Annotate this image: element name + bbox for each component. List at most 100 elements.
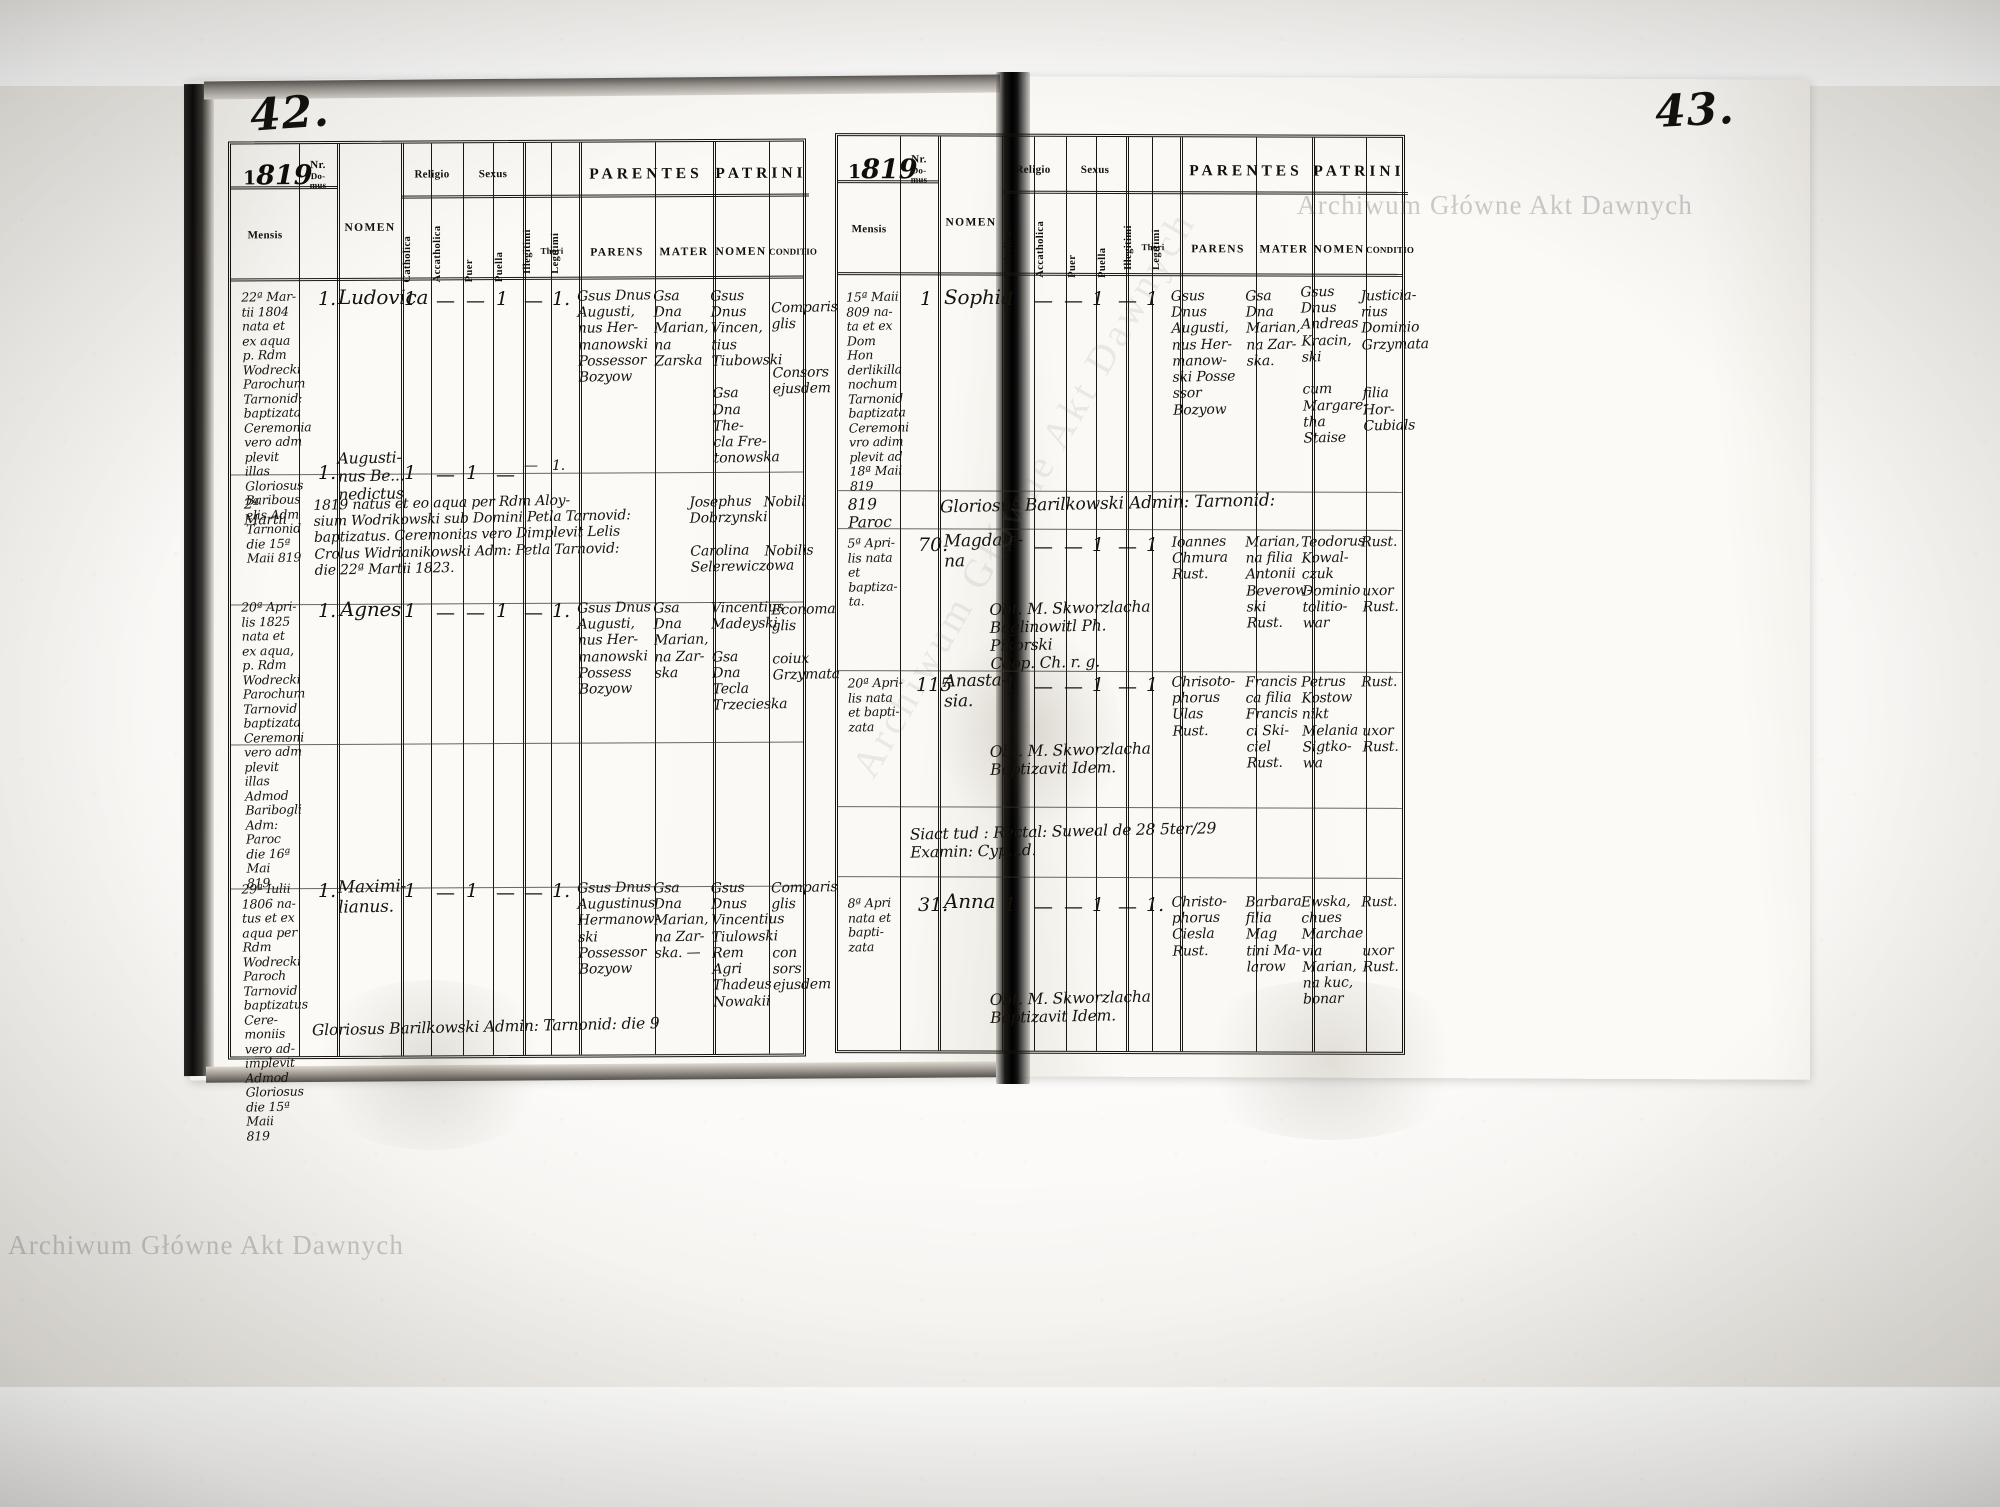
folio-number-right: 43. [1653,82,1736,139]
entry-legitimi: 1 [1146,288,1159,310]
entry-illegitimi: — [524,602,543,624]
entry-catholica: 1 [1004,894,1017,916]
header-conditio: CONDITIO [769,246,818,257]
entry-mater: Barbara filia Mag tini Ma- larow [1245,893,1302,976]
entry-parens: Christo- phorus Ciesla Rust. [1171,893,1227,960]
entry-puer: — [1064,290,1083,312]
entry-patrinus-nomen: Petrus Kostow nikt Melania Sigtko- wa [1300,673,1359,772]
entry-puella: 1 [1092,894,1105,916]
entry-accatholica: — [436,290,455,312]
entry-catholica: 1 [404,880,417,902]
header-thori: Thori [1141,242,1165,253]
header-nomen: NOMEN [945,216,997,229]
entry-patrinus-nomen: Josephus Dobrzynski Carolina Selerewiczo… [689,493,795,576]
header-accatholica: Accatholica [1034,220,1046,278]
entry-mater: Gsa Dna Marian, na Zar- ska. — [653,880,709,962]
entry-conditio: Nobili Nobilis [763,493,814,560]
entry-parens: Gsus Dnus Augusti, nus Her- manowski Pos… [576,599,651,698]
header-religio: Religio [1015,163,1051,176]
entry-puella: 1 [496,600,509,622]
entry-house: 31. [918,894,949,916]
header-sexus: Sexus [478,168,508,181]
entry-mater: Francis ca filia Francis ci Ski- ciel Ru… [1244,673,1298,772]
entry-legitimi: 1 [1146,674,1159,696]
entry-mater: Gsa Dna Marian, na Zar- ska. [1245,288,1301,370]
entry-illegitimi: — [524,290,543,312]
entry-puella: 1 [1092,534,1105,556]
entry-puella: 1 [1092,288,1105,310]
entry-name: Sophia [944,285,1013,309]
entry-conditio: Justicia- rius Dominio Grzymata filia Ho… [1360,287,1429,435]
entry-catholica: 1 [404,462,417,484]
entry-month: 5ª Apri- lis nata et baptiza- ta. [847,534,898,609]
entry-accatholica: — [1034,536,1053,558]
header-nomen: NOMEN [344,221,396,234]
entry-accatholica: — [1034,676,1053,698]
header-puella: Puella [1096,247,1108,278]
entry-legitimi: 1. [552,288,571,310]
entry-mater: Gsa Dna Marian, na Zar- ska [653,600,709,682]
entry-conditio: Rust. uxor Rust. [1361,673,1399,756]
entry-parens: Gsus Dnus Augusti, nus Her- manow- ski P… [1170,288,1236,419]
entry-illegitimi: — [1118,896,1137,918]
entry-legitimi: 1. [1146,894,1165,916]
header-parens: PARENS [590,246,644,259]
header-mensis: Mensis [851,223,887,236]
entry-patrinus-nomen: Gsus Dnus Andreas Kracin, ski cum Margar… [1300,283,1368,447]
header-catholica: Catholica [401,235,413,283]
entry-month: 20ª Apri- lis nata et bapti- zata [847,674,903,735]
entry-note-left: 2ª Martii [243,496,288,529]
header-house-number: Nr. Do- mus [910,153,928,185]
entry-puella: 1 [1092,674,1105,696]
entry-accatholica: — [436,464,455,486]
entry-parens: Chrisoto- phorus Ulas Rust. [1171,673,1236,740]
entry-puer: 1 [466,880,479,902]
header-mater: MATER [1259,243,1309,256]
header-religio: Religio [414,168,450,181]
entry-house: 70. [918,534,949,556]
entry-house: 1 [920,288,933,310]
entry-house: 1. [318,880,337,902]
entry-legitimi: 1 [1146,534,1159,556]
open-book [184,72,1810,1084]
header-patrini-nomen: NOMEN [715,245,767,258]
entry-note: Obt. M. Skworzlacha Baglinowitl Ph. Piko… [989,597,1151,673]
entry-mater: Gsa Dna Marian, na Zarska [653,288,709,370]
entry-annot-left: 819 Paroc [847,495,892,532]
entry-catholica: 1 [404,600,417,622]
header-catholica: Catholica [1002,230,1014,278]
entry-legitimi: 1. [552,600,571,622]
header-mater: MATER [659,245,709,259]
entry-accatholica: — [436,602,455,624]
entry-parens: Ioannes Chmura Rust. [1171,533,1229,584]
entry-conditio: Comparis glis Consors ejusdem [770,299,838,398]
entry-name: Anna [944,889,996,913]
entry-puer: — [466,290,485,312]
entry-name: Maximi- lianus. [337,876,407,918]
entry-puer: 1 [466,462,479,484]
entry-puer: — [1064,536,1083,558]
entry-puer: — [1064,896,1083,918]
entry-note-body: 1819 natus et eo aqua per Rdm Aloy- sium… [313,492,631,579]
header-puella: Puella [493,251,505,283]
folio-number-left: 42. [248,85,332,142]
entry-note: Obt. M. Skworzlacha Baptizavit Idem. [989,987,1151,1027]
entry-note: Obt. M. Skworzlacha Baptizavit Idem. [989,739,1151,779]
header-patrini: PATRINI [715,164,807,182]
entry-house: 1. [318,600,337,622]
entry-name: Ludovica [338,285,429,309]
entry-conditio: Rust. uxor Rust. [1361,533,1399,616]
entry-conditio: Comparis glis con sors ejusdem [770,879,838,994]
header-parentes: PARENTES [1189,162,1303,180]
entry-parens: Gsus Dnus Augustinus Hermanow- ski Posse… [576,879,660,978]
entry-month: 15ª Maii 809 na- ta et ex Dom Hon derlik… [845,288,910,494]
entry-parens: Gsus Dnus Augusti, nus Her- manowski Pos… [576,287,651,386]
header-mensis: Mensis [247,229,283,242]
entry-accatholica: — [436,882,455,904]
entry-month: 8ª Apri nata et bapti- zata [847,894,892,955]
entry-puella: 1 [496,288,509,310]
entry-accatholica: — [1034,896,1053,918]
entry-patrinus-nomen: Teodorus Kowal- czuk Dominio tolitio- wa… [1300,533,1365,632]
entry-catholica: 1 [1004,288,1017,310]
entry-patrinus-nomen: Gsus Dnus Vincen, tius Tiubowski Gsa Dna… [710,287,783,467]
